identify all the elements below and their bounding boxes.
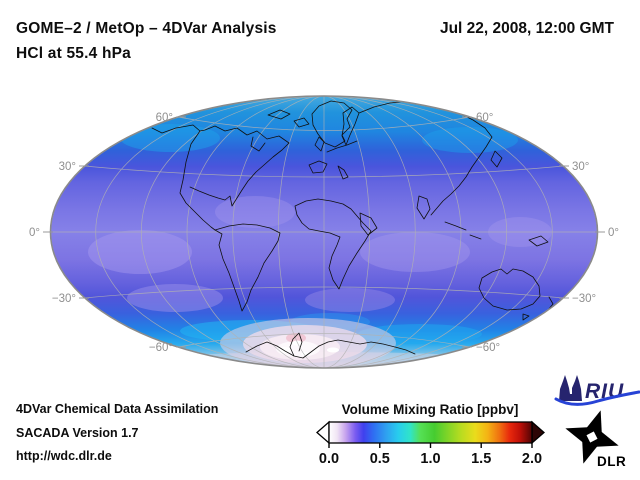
lat-label-left-m30: −30° <box>52 293 76 305</box>
coastlines <box>151 100 554 359</box>
lat-ticks <box>43 116 605 348</box>
lat-label-left-m60: −60° <box>149 342 173 354</box>
world-map: 60° 30° 0° −30° −60° 60° 30° 0° −30° −60… <box>29 95 619 369</box>
colorbar-overflow-arrow-icon <box>531 420 545 445</box>
riu-logo: RIU <box>554 375 640 406</box>
footer-version: SACADA Version 1.7 <box>16 426 139 440</box>
lat-label-right-60: 60° <box>476 112 493 124</box>
cathedral-icon <box>559 375 582 401</box>
lat-label-right-0: 0° <box>608 227 619 239</box>
lat-label-right-m30: −30° <box>572 293 596 305</box>
colorbar-tick-1: 0.5 <box>370 451 390 467</box>
colorbar-gradient <box>328 421 533 444</box>
dlr-logo-text: DLR <box>597 454 626 469</box>
riu-wave-icon <box>554 390 640 406</box>
page-title: GOME–2 / MetOp – 4DVar Analysis <box>16 20 277 37</box>
lat-label-right-30: 30° <box>572 161 589 173</box>
colorbar-tick-0: 0.0 <box>319 451 339 467</box>
colorbar: Volume Mixing Ratio [ppbv] 0.0 0.5 1.0 1… <box>316 402 545 467</box>
colorbar-tick-marks <box>328 443 533 448</box>
antarctic-low-hcl-region <box>220 318 396 368</box>
lat-label-left-0: 0° <box>29 227 40 239</box>
colorbar-tick-4: 2.0 <box>522 451 542 467</box>
tropical-patches <box>88 196 552 312</box>
timestamp: Jul 22, 2008, 12:00 GMT <box>439 20 614 37</box>
lat-labels: 60° 30° 0° −30° −60° 60° 30° 0° −30° −60… <box>29 112 619 354</box>
footer-assimilation: 4DVar Chemical Data Assimilation <box>16 402 219 416</box>
footer-url: http://wdc.dlr.de <box>16 449 112 463</box>
dlr-emblem-icon <box>565 410 619 464</box>
colorbar-tick-3: 1.5 <box>471 451 491 467</box>
page-subtitle: HCl at 55.4 hPa <box>16 45 131 62</box>
lat-label-left-30: 30° <box>59 161 76 173</box>
colorbar-underflow-arrow-icon <box>316 420 330 445</box>
dlr-logo: DLR <box>565 410 626 469</box>
lat-label-right-m60: −60° <box>476 342 500 354</box>
lat-label-left-60: 60° <box>156 112 173 124</box>
colorbar-tick-2: 1.0 <box>420 451 440 467</box>
colorbar-title: Volume Mixing Ratio [ppbv] <box>342 402 519 417</box>
